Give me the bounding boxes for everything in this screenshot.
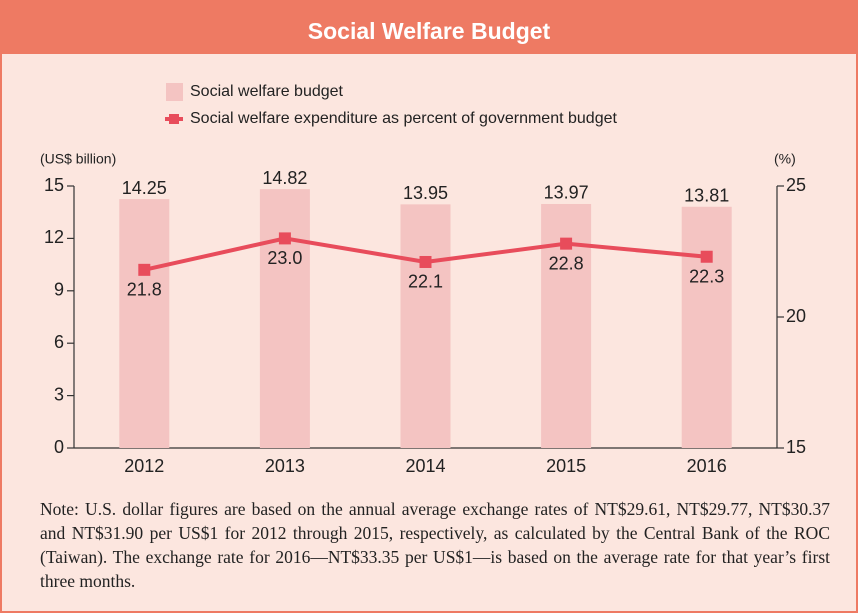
x-tick-label: 2012	[124, 456, 164, 476]
line-value-label: 22.8	[549, 253, 584, 273]
line-value-label: 22.3	[689, 266, 724, 286]
bar-value-label: 13.81	[684, 186, 729, 206]
y-tick-label: 9	[54, 280, 64, 300]
line-value-label: 21.8	[127, 280, 162, 300]
y-tick-label: 15	[44, 175, 64, 195]
y2-tick-label: 20	[786, 306, 806, 326]
legend-marker	[169, 114, 179, 124]
legend-label: Social welfare expenditure as percent of…	[190, 110, 617, 127]
bar-value-label: 13.97	[544, 183, 589, 203]
note: Note: U.S. dollar figures are based on t…	[40, 499, 830, 591]
line-marker	[700, 250, 713, 263]
bar	[681, 206, 732, 448]
line-marker	[560, 237, 573, 250]
bar	[119, 199, 170, 448]
y-tick-label: 6	[54, 332, 64, 352]
x-tick-label: 2013	[265, 456, 305, 476]
chart-title: Social Welfare Budget	[2, 2, 856, 54]
y2-tick-label: 15	[786, 437, 806, 457]
legend-swatch	[166, 83, 183, 101]
chart: (US$ billion) (%) Social welfare budget S…	[40, 83, 806, 476]
line-value-label: 23.0	[267, 248, 302, 268]
y2-axis-label: (%)	[774, 151, 796, 167]
line-marker	[138, 263, 151, 276]
bar-value-label: 14.82	[262, 168, 307, 188]
y-tick-label: 12	[44, 227, 64, 247]
y2-tick-label: 25	[786, 175, 806, 195]
bar	[400, 204, 451, 448]
bar-value-label: 14.25	[122, 178, 167, 198]
x-tick-label: 2016	[687, 456, 727, 476]
x-tick-label: 2014	[405, 456, 445, 476]
y-axis-label: (US$ billion)	[40, 151, 116, 167]
bar-value-label: 13.95	[403, 183, 448, 203]
bar	[259, 189, 310, 449]
line-marker	[278, 232, 291, 245]
x-tick-label: 2015	[546, 456, 586, 476]
line-value-label: 22.1	[408, 272, 443, 292]
y-tick-label: 0	[54, 437, 64, 457]
y-tick-label: 3	[54, 384, 64, 404]
legend-label: Social welfare budget	[190, 83, 344, 100]
line-marker	[419, 255, 432, 268]
